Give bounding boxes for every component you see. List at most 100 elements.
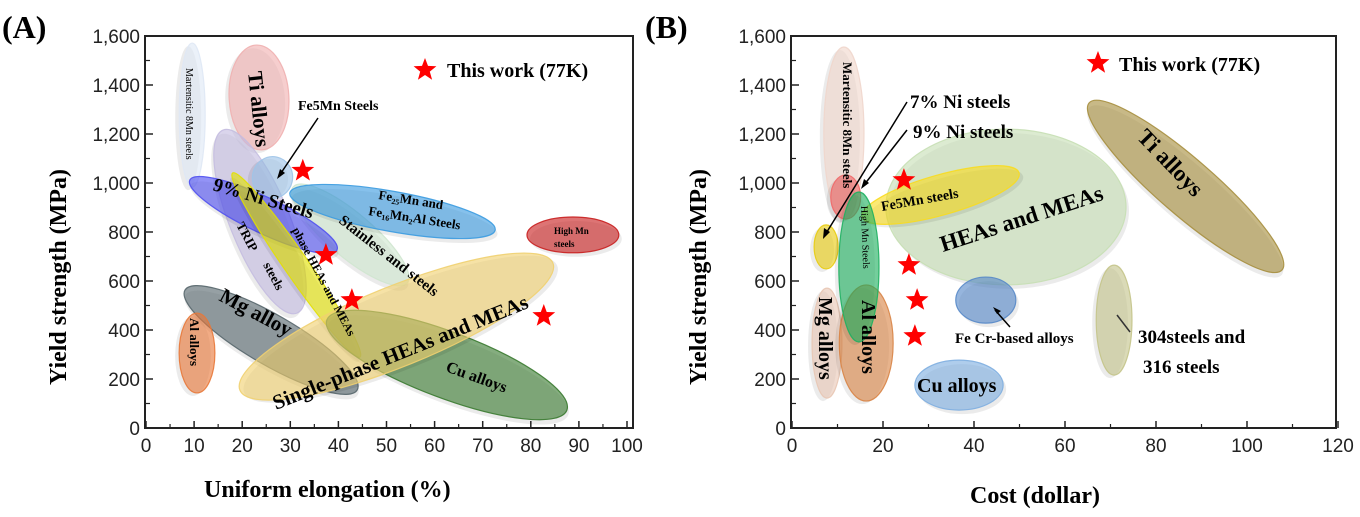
x-tick-label: 100	[1231, 436, 1263, 457]
x-tick-label: 80	[1145, 436, 1166, 457]
y-tick-label: 400	[754, 321, 786, 342]
plot-frame	[144, 35, 634, 429]
label-ss-2: 316 steels	[1143, 357, 1220, 378]
label-cu: Cu alloys	[917, 375, 997, 397]
region-304steels-and-316-steels	[1092, 264, 1133, 379]
x-tick-label: 100	[611, 436, 643, 457]
x-tick-label: 20	[232, 436, 253, 457]
legend: This work (77K)	[1086, 51, 1260, 76]
region-ellipse	[838, 191, 880, 343]
y-tick-label: 200	[754, 370, 786, 391]
y-tick-label: 1,600	[92, 27, 140, 48]
y-tick-label: 0	[775, 419, 786, 440]
ss-arrow	[1116, 314, 1131, 333]
panel-label: (B)	[645, 9, 688, 45]
region-ellipse	[238, 252, 555, 401]
region-fe-cr-based-alloys	[955, 276, 1019, 328]
region-ellipse	[228, 44, 290, 151]
this-work-star	[340, 288, 364, 310]
label-highmn: High Mn Steels	[858, 206, 871, 269]
label-9ni: 9% Ni steels	[913, 122, 1013, 143]
plot-frame	[790, 35, 1337, 429]
region-ellipse	[289, 183, 496, 240]
region-high-mn-steels	[526, 216, 622, 257]
arrowhead	[277, 169, 285, 179]
region-layer	[808, 46, 1285, 415]
label-highmn-2: steels	[554, 239, 575, 249]
this-work-star	[897, 253, 921, 275]
legend-star-icon	[413, 58, 437, 80]
y-tick-label: 800	[754, 223, 786, 244]
y-tick-label: 400	[108, 321, 140, 342]
this-work-points	[291, 158, 556, 326]
y-tick-label: 1,000	[738, 174, 786, 195]
region-ellipse	[813, 224, 839, 270]
x-tick-label: 70	[472, 436, 493, 457]
y-tick-label: 600	[754, 272, 786, 293]
region-mg-alloys	[808, 287, 843, 402]
label-fe5mn: Fe5Mn Steels	[298, 99, 379, 114]
arrowhead	[823, 228, 830, 239]
region-ti-alloys	[1086, 99, 1285, 278]
fe5mn-arrow	[278, 117, 319, 177]
legend-label: This work (77K)	[1119, 54, 1260, 76]
panel-b: 0 20 40 60 80 100 120 0 200 400 600 800 1,000 1,200 1,…	[645, 9, 1354, 509]
x-tick-label: 50	[376, 436, 397, 457]
this-work-star	[905, 288, 929, 310]
region-layer	[175, 42, 622, 425]
region-fe25mn-and-fe16mn2al-steels	[289, 183, 498, 244]
x-tick-label: 80	[520, 436, 541, 457]
y-axis-label: Yield strength (MPa)	[686, 169, 712, 385]
y-tick-label: 800	[108, 223, 140, 244]
y-tick-label: 0	[129, 419, 140, 440]
y-tick-label: 1,200	[92, 125, 140, 146]
x-tick-label: 30	[280, 436, 301, 457]
x-axis-label: Cost (dollar)	[970, 483, 1100, 509]
x-tick-label: 90	[568, 436, 589, 457]
this-work-star	[532, 304, 556, 326]
legend-label: This work (77K)	[447, 60, 588, 82]
region-ellipse	[1095, 264, 1133, 376]
y-axis-label: Yield strength (MPa)	[46, 169, 72, 385]
this-work-star	[892, 168, 916, 190]
y-tick-label: 200	[108, 370, 140, 391]
x-tick-label: 60	[424, 436, 445, 457]
region-high-mn-steels	[834, 191, 880, 345]
x-tick-label: 40	[328, 436, 349, 457]
y-tick-label: 1,400	[92, 76, 140, 97]
region-9-ni-steels	[810, 224, 839, 272]
label-martensitic: Martensitic 8Mn steels	[183, 68, 194, 160]
region-cu-alloys	[914, 359, 1007, 415]
region-ti-alloys	[225, 44, 290, 154]
region-ellipse	[178, 312, 216, 394]
region-al-alloys	[175, 312, 216, 396]
region-fe5mn-steels	[247, 156, 294, 201]
label-ss-1: 304steels and	[1138, 327, 1246, 348]
y-tick-label: 600	[108, 272, 140, 293]
region-ellipse	[955, 276, 1017, 324]
region-ellipse	[526, 216, 620, 254]
y-tick-label: 1,600	[738, 27, 786, 48]
region-ellipse	[914, 359, 1004, 411]
label-al: Al alloys	[857, 300, 879, 374]
x-tick-label: 20	[872, 436, 893, 457]
this-work-star	[903, 324, 927, 346]
region-ellipse	[1086, 99, 1285, 274]
axes: 0 20 40 60 80 100 120 0 200 400 600 800 1,000 1,200 1,…	[738, 27, 1353, 457]
label-martensitic: Martensitic 8Mn steels	[840, 62, 855, 188]
y-tick-label: 1,200	[738, 125, 786, 146]
axes: 0 10 20 30 40 50 60 70 80 90 100 0 200 400 600 800 1,000…	[92, 27, 642, 457]
region-fe5mn-steels	[861, 165, 1024, 228]
y-tick-label: 1,400	[738, 76, 786, 97]
region-single-phase-heas-and-meas	[238, 252, 558, 403]
arrowhead	[993, 307, 1001, 314]
x-tick-label: 120	[1322, 436, 1354, 457]
this-work-star	[291, 158, 315, 181]
x-tick-label: 0	[141, 436, 152, 457]
x-tick-label: 60	[1054, 436, 1075, 457]
y-tick-label: 1,000	[92, 174, 140, 195]
9ni-arrow	[863, 129, 908, 186]
region-martensitic-8mn-steels	[175, 42, 206, 191]
this-work-points	[892, 168, 929, 346]
x-tick-label: 0	[787, 436, 798, 457]
